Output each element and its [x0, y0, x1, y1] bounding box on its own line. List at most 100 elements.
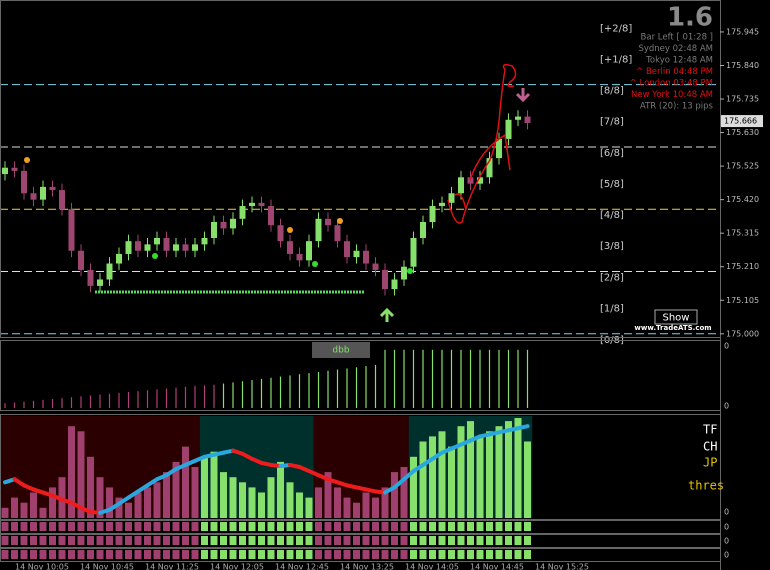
signal-cell — [191, 536, 199, 545]
signal-cell — [400, 536, 408, 545]
signal-cell — [467, 536, 474, 545]
signal-cell — [324, 536, 332, 545]
signal-cell — [334, 522, 341, 531]
signal-segment — [392, 477, 406, 490]
dot — [407, 268, 413, 274]
x-tick-label: 14 Nov 14:05 — [405, 563, 459, 570]
candle-body — [410, 237, 417, 267]
candle-body — [182, 244, 189, 251]
murrey-label: [+2/8] — [600, 23, 632, 34]
candle-body — [135, 241, 141, 251]
signal-cell — [248, 522, 256, 531]
signal-cell — [410, 550, 417, 559]
signal-cell — [305, 550, 313, 559]
row-label: 0 — [724, 523, 729, 532]
histogram-bar — [11, 497, 18, 518]
candle-body — [30, 193, 37, 200]
murrey-label: [3/8] — [600, 241, 624, 252]
candle-body — [439, 202, 445, 207]
signal-cell — [58, 536, 66, 545]
signal-cell — [125, 550, 132, 559]
candle-body — [21, 170, 27, 194]
histogram-bar — [49, 487, 56, 518]
signal-cell — [324, 522, 332, 531]
signal-cell — [1, 522, 9, 531]
signal-cell — [153, 536, 161, 545]
signal-cell — [467, 550, 474, 559]
candle-body — [325, 218, 331, 226]
signal-cell — [49, 536, 56, 545]
signal-cell — [210, 536, 218, 545]
signal-cell — [258, 536, 265, 545]
histogram-bar — [457, 426, 465, 518]
info-line: Sydney 02:48 AM — [638, 44, 713, 54]
histogram-bar — [134, 492, 142, 518]
down-arrow — [515, 88, 531, 103]
murrey-label: [5/8] — [600, 179, 624, 190]
y-tick-label: 0 — [724, 402, 729, 411]
y-tick-label: 175.735 — [726, 95, 759, 104]
candle-body — [363, 250, 369, 264]
histogram-bar — [410, 456, 417, 518]
signal-cell — [296, 522, 303, 531]
signal-cell — [362, 536, 370, 545]
y-tick-label: 175.105 — [726, 296, 759, 305]
histogram-bar — [324, 472, 332, 518]
signal-cell — [30, 536, 37, 545]
signal-cell — [505, 536, 512, 545]
x-tick-label: 14 Nov 13:25 — [340, 563, 394, 570]
signal-cell — [201, 522, 208, 531]
signal-cell — [248, 536, 256, 545]
signal-cell — [125, 536, 132, 545]
show-button-label[interactable]: Show — [663, 313, 690, 324]
signal-cell — [258, 522, 265, 531]
signal-cell — [476, 522, 484, 531]
signal-cell — [1, 536, 9, 545]
signal-cell — [58, 550, 66, 559]
signal-cell — [457, 550, 465, 559]
signal-cell — [153, 550, 161, 559]
signal-cell — [353, 522, 360, 531]
signal-cell — [334, 550, 341, 559]
candle-body — [306, 241, 312, 261]
signal-cell — [343, 522, 351, 531]
histogram-bar — [391, 472, 398, 518]
signal-cell — [172, 536, 180, 545]
histogram-bar — [229, 477, 237, 518]
signal-cell — [39, 550, 47, 559]
signal-cell — [1, 550, 9, 559]
signal-cell — [419, 522, 427, 531]
murrey-label: [+1/8] — [600, 54, 632, 65]
signal-cell — [486, 536, 493, 545]
candle-body — [287, 241, 293, 254]
signal-cell — [30, 522, 37, 531]
signal-cell — [220, 550, 227, 559]
signal-cell — [11, 522, 18, 531]
histogram-bar — [125, 502, 132, 518]
legend-text: CH — [703, 440, 717, 454]
histogram-bar — [68, 426, 75, 518]
histogram-bar — [220, 472, 227, 518]
candle-body — [429, 206, 436, 223]
signal-cell — [163, 522, 170, 531]
histogram-bar — [514, 418, 522, 518]
murrey-label: [6/8] — [600, 148, 624, 159]
indicator-label-box — [312, 342, 370, 358]
signal-cell — [68, 550, 75, 559]
candle-body — [296, 253, 303, 261]
signal-cell — [286, 522, 294, 531]
histogram-bar — [87, 456, 94, 518]
signal-cell — [381, 536, 389, 545]
candle-body — [344, 241, 350, 258]
signal-cell — [201, 550, 208, 559]
histogram-bar — [286, 482, 294, 518]
candle-body — [401, 266, 407, 280]
show-button[interactable] — [654, 309, 698, 325]
signal-cell — [77, 522, 85, 531]
signal-cell — [220, 522, 227, 531]
signal-cell — [20, 522, 28, 531]
candle-body — [515, 116, 521, 120]
signal-cell — [400, 550, 408, 559]
